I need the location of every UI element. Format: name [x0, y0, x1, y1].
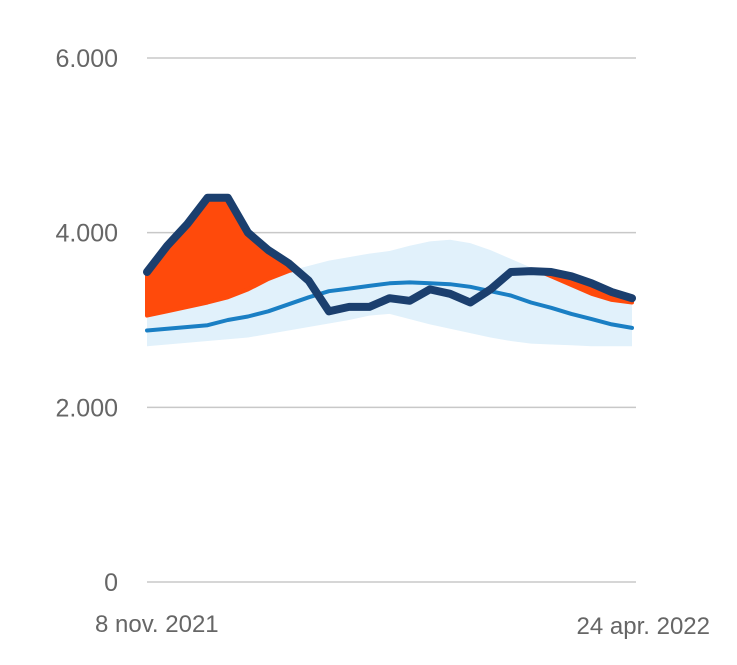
band-area — [147, 239, 632, 347]
series-lines — [143, 193, 636, 333]
x-tick-end-label: 24 apr. 2022 — [577, 613, 710, 640]
y-tick-label: 4.000 — [55, 220, 118, 248]
y-tick-label: 6.000 — [55, 45, 118, 73]
expected-range-band — [147, 239, 632, 347]
expected-series-line — [145, 280, 634, 333]
x-tick-start-label: 8 nov. 2021 — [95, 611, 219, 638]
observed-series-line — [143, 193, 636, 316]
y-axis-ticks: 0 2.000 4.000 6.000 — [55, 45, 118, 597]
y-tick-label: 0 — [104, 569, 118, 597]
y-tick-label: 2.000 — [55, 394, 118, 422]
